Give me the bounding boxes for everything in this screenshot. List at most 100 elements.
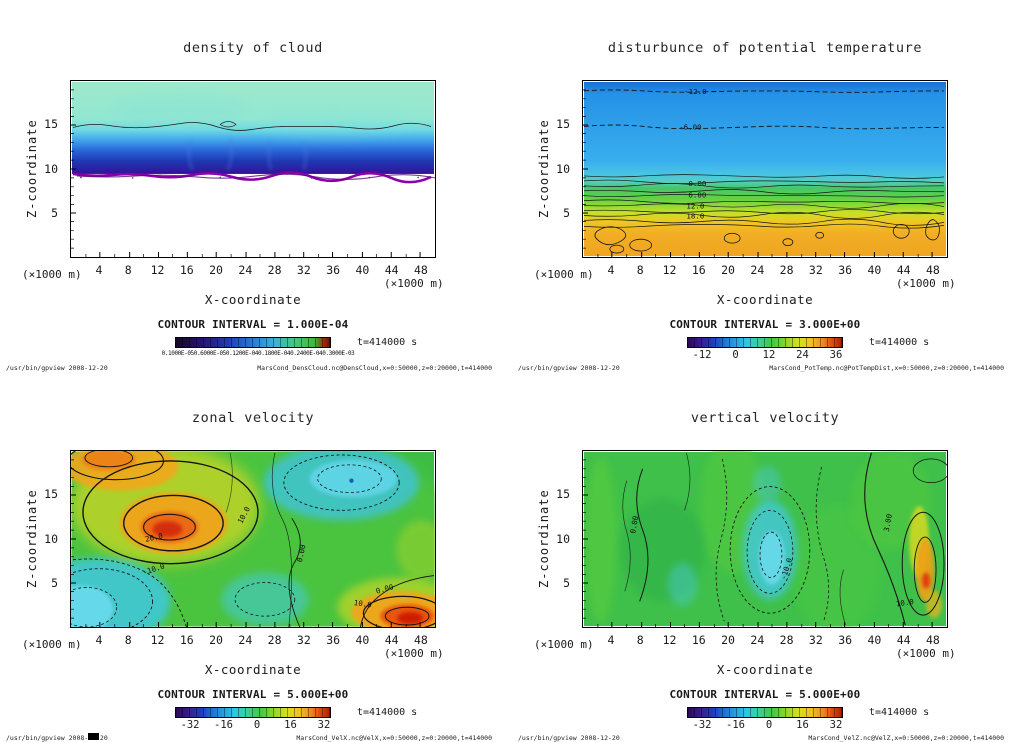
contour-label: 12.0 (686, 202, 704, 211)
x-tick-label: 36 (838, 633, 853, 647)
x-tick-label: 44 (896, 633, 911, 647)
x-tick-label: 32 (808, 633, 823, 647)
x-tick-label: 20 (721, 633, 735, 647)
colorbar-tick: 36 (829, 349, 843, 361)
colorbar-tick-labels: -32 -16 0 16 32 (689, 719, 849, 731)
colorbar-tick: 0 (765, 719, 773, 731)
z-tick-label: 10 (556, 161, 570, 176)
time-label: t=414000 s (357, 337, 418, 348)
panel-potential-temperature: disturbunce of potential temperature Z-c… (512, 0, 1024, 372)
footer-command: /usr/bin/gpview 2008-12-20 (6, 364, 108, 372)
colorbar-tick-labels: -32 -16 0 16 32 (177, 719, 337, 731)
axis-unit-label: (×1000 m) (896, 647, 956, 660)
colorbar-tick: 32 (829, 719, 843, 731)
z-tick-label: 15 (556, 487, 570, 501)
colorbar (175, 337, 331, 348)
panel-zonal-velocity: zonal velocity Z-coordinate 15 10 5 (0, 370, 512, 742)
x-tick-label: 40 (867, 263, 882, 277)
contour-interval-label: CONTOUR INTERVAL = 1.000E-04 (157, 318, 349, 331)
x-tick-label: 20 (209, 633, 223, 647)
panel-title: disturbunce of potential temperature (607, 40, 923, 56)
x-tick-label: 16 (179, 263, 194, 277)
time-label: t=414000 s (869, 707, 930, 718)
cloud-base-specks (80, 176, 419, 179)
colorbar-tick: 0 (253, 719, 261, 731)
contour-label: 10.0 (895, 597, 914, 608)
footer-dataset: MarsCond_PotTemp.nc@PotTempDist,x=0:5000… (769, 364, 1004, 372)
x-tick-label: 4 (607, 633, 615, 647)
colorbar-tick: -32 (692, 719, 712, 731)
footer-command: /usr/bin/gpview 2008-12-20 (518, 364, 620, 372)
plot-area (70, 80, 436, 258)
velocity-contours (71, 451, 435, 627)
x-tick-label: 12 (662, 633, 677, 647)
x-tick-label: 20 (721, 263, 735, 277)
x-tick-label: 4 (607, 263, 615, 277)
colorbar (687, 337, 843, 348)
contour-label: 0.00 (375, 582, 395, 595)
z-axis-ticks: 15 10 5 (546, 117, 570, 220)
axis-unit-label: (×1000 m) (534, 268, 594, 281)
x-tick-label: 48 (925, 263, 940, 277)
colorbar-tick: 24 (796, 349, 809, 361)
x-tick-label: 8 (124, 633, 132, 647)
x-tick-label: 40 (355, 633, 370, 647)
vertical-velocity-contour-plot: 0.00 -10.0 3.00 10.0 (583, 451, 947, 627)
x-tick-label: 24 (238, 263, 253, 277)
z-axis-ticks: 15 10 5 (34, 487, 58, 590)
z-tick-label: 5 (51, 576, 58, 590)
x-tick-label: 8 (124, 263, 132, 277)
contour-interval-label: CONTOUR INTERVAL = 3.000E+00 (669, 318, 861, 331)
colorbar (175, 707, 331, 718)
colorbar-tick-labels: -12 0 12 24 36 (689, 349, 849, 361)
x-tick-label: 28 (267, 633, 282, 647)
z-tick-label: 15 (556, 117, 570, 131)
velocity-contours (622, 452, 947, 626)
panel-title: zonal velocity (191, 410, 315, 426)
footer-command: /usr/bin/gpview 2008-12-20 (518, 734, 620, 742)
x-tick-label: 28 (779, 633, 794, 647)
contour-label: -12.0 (684, 87, 706, 96)
plot-area: 10.0 20.0 -10.0 0.00 0.00 10.0 (70, 450, 436, 628)
axis-unit-label: (×1000 m) (22, 268, 82, 281)
z-axis-ticks: 15 10 5 (34, 117, 58, 220)
density-cloud-contour-plot (71, 81, 435, 257)
x-axis-label: X-coordinate (204, 662, 302, 677)
x-tick-label: 16 (691, 633, 706, 647)
x-tick-label: 12 (662, 263, 677, 277)
z-axis-ticks: 15 10 5 (546, 487, 570, 590)
x-tick-label: 32 (296, 633, 311, 647)
surface-cells (594, 219, 940, 254)
time-label: t=414000 s (357, 707, 418, 718)
contour-label: 18.0 (686, 211, 704, 220)
x-tick-label: 28 (779, 263, 794, 277)
contour-label: 10.0 (353, 598, 372, 609)
z-tick-label: 5 (51, 206, 58, 220)
x-tick-label: 40 (867, 633, 882, 647)
axis-unit-label: (×1000 m) (896, 277, 956, 290)
panel-density-of-cloud: density of cloud Z-coordinate 15 10 5 4 8 12… (0, 0, 512, 372)
z-tick-label: 15 (44, 487, 58, 501)
x-axis-label: X-coordinate (204, 292, 302, 307)
x-axis-ticks: 4 8 12 16 20 24 28 32 36 40 44 48 (599, 263, 945, 277)
x-tick-label: 28 (267, 263, 282, 277)
contour-label: 0.00 (628, 515, 640, 534)
contour-label: 0.00 (295, 544, 308, 563)
contour-label: 0.00 (688, 179, 706, 188)
z-tick-label: 10 (44, 161, 58, 176)
footer-dataset: MarsCond_VelZ.nc@VelZ,x=0:50000,z=0:2000… (808, 734, 1004, 742)
contour-label: 20.0 (144, 531, 163, 543)
plot-area: 0.00 -10.0 3.00 10.0 (582, 450, 948, 628)
colorbar-tick: 16 (796, 719, 809, 731)
panel-title: vertical velocity (690, 410, 840, 426)
x-tick-label: 32 (808, 263, 823, 277)
colorbar-tick: 12 (762, 349, 776, 361)
pot-temp-contour-plot: -12.0 -6.00 0.00 6.00 12.0 18.0 (583, 81, 947, 257)
axis-unit-label: (×1000 m) (534, 638, 594, 651)
x-axis-ticks: 4 8 12 16 20 24 28 32 36 40 44 48 (599, 633, 945, 647)
x-axis-ticks: 4 8 12 16 20 24 28 32 36 40 44 48 (87, 263, 433, 277)
zonal-velocity-contour-plot: 10.0 20.0 -10.0 0.00 0.00 10.0 (71, 451, 435, 627)
x-tick-label: 48 (925, 633, 940, 647)
z-tick-label: 10 (556, 531, 570, 546)
axis-unit-label: (×1000 m) (384, 277, 444, 290)
